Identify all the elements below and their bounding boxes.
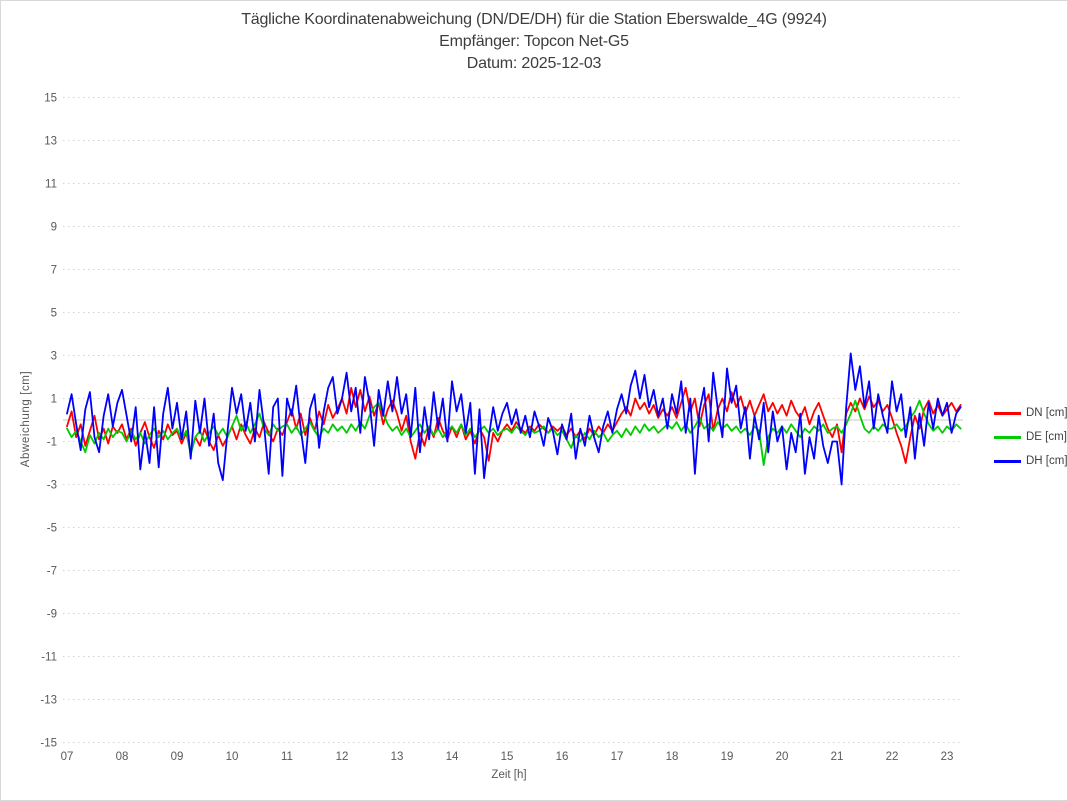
legend-item-dn: DN [cm] [994, 406, 1068, 420]
x-tick-label: 18 [666, 751, 679, 763]
legend-label-dh: DH [cm] [1026, 455, 1068, 467]
x-tick-label: 21 [831, 751, 844, 763]
x-tick-label: 09 [171, 751, 184, 763]
x-tick-label: 10 [226, 751, 239, 763]
legend: DN [cm] DE [cm] DH [cm] [994, 406, 1068, 478]
y-tick-label: 1 [51, 394, 57, 406]
y-tick-label: -13 [40, 695, 57, 707]
y-tick-label: -9 [47, 609, 57, 621]
legend-label-dn: DN [cm] [1026, 407, 1068, 419]
legend-item-de: DE [cm] [994, 430, 1067, 444]
x-tick-label: 16 [556, 751, 569, 763]
y-tick-label: -1 [47, 437, 57, 449]
y-tick-label: 7 [51, 265, 57, 277]
y-tick-label: 11 [45, 179, 57, 191]
x-tick-label: 23 [941, 751, 954, 763]
x-tick-label: 15 [501, 751, 514, 763]
y-tick-label: 3 [51, 351, 57, 363]
y-tick-label: -3 [47, 480, 57, 492]
x-tick-label: 12 [336, 751, 349, 763]
x-tick-label: 13 [391, 751, 404, 763]
chart-header: Tägliche Koordinatenabweichung (DN/DE/DH… [1, 9, 1067, 75]
x-tick-label: 11 [281, 751, 293, 763]
chart-subtitle-date: Datum: 2025-12-03 [466, 55, 602, 72]
x-tick-label: 17 [611, 751, 624, 763]
x-tick-label: 22 [886, 751, 899, 763]
y-tick-label: 5 [51, 308, 57, 320]
chart-title: Tägliche Koordinatenabweichung (DN/DE/DH… [241, 11, 827, 28]
x-tick-label: 07 [61, 751, 74, 763]
de-line-swatch [994, 435, 1021, 439]
dh-line-swatch [994, 459, 1021, 463]
y-tick-label: 9 [51, 222, 57, 234]
y-tick-label: 13 [44, 136, 57, 148]
y-axis-title: Abweichung [cm] [20, 370, 32, 468]
x-tick-label: 14 [446, 751, 459, 763]
y-tick-label: -15 [40, 738, 57, 750]
y-tick-label: -11 [41, 652, 57, 664]
y-tick-label: 15 [44, 93, 57, 105]
x-tick-label: 08 [116, 751, 129, 763]
legend-item-dh: DH [cm] [994, 454, 1068, 468]
x-axis-title: Zeit [h] [491, 769, 527, 781]
y-tick-label: -5 [47, 523, 57, 535]
dn-line-swatch [994, 411, 1021, 415]
y-tick-label: -7 [47, 566, 57, 578]
x-tick-label: 20 [776, 751, 789, 763]
series-line-dh [66, 352, 962, 486]
legend-label-de: DE [cm] [1026, 431, 1067, 443]
chart-subtitle-receiver: Empfänger: Topcon Net-G5 [439, 33, 629, 50]
x-tick-label: 19 [721, 751, 734, 763]
